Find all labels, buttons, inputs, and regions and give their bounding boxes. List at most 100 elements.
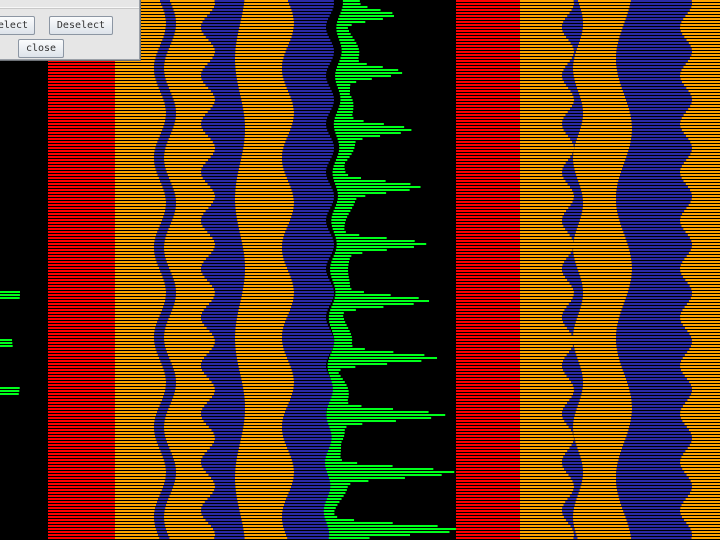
close-button[interactable]: close <box>18 39 64 58</box>
orange-stripe <box>520 222 563 224</box>
blue-stripe <box>293 300 333 302</box>
blue-stripe <box>293 375 330 377</box>
blue-stripe <box>624 21 682 23</box>
red-stripe <box>456 18 520 20</box>
orange-stripe <box>240 516 283 518</box>
deselect-button[interactable]: Deselect <box>49 16 113 35</box>
red-stripe <box>456 156 520 158</box>
orange-stripe <box>582 27 623 29</box>
orange-stripe <box>579 273 632 275</box>
red-stripe <box>456 81 520 83</box>
orange-stripe <box>573 513 625 515</box>
blue-stripe <box>293 108 332 110</box>
blue-stripe <box>205 162 241 164</box>
blue-stripe <box>285 264 327 266</box>
blue-stripe <box>209 378 242 380</box>
orange-stripe <box>682 213 720 215</box>
orange-stripe <box>573 519 627 521</box>
blue-stripe <box>631 411 681 413</box>
orange-stripe <box>573 60 617 62</box>
orange-stripe <box>175 114 206 116</box>
red-stripe <box>456 123 520 125</box>
blue-stripe <box>202 456 238 458</box>
blue-stripe <box>165 474 176 476</box>
blue-stripe <box>566 36 581 38</box>
select-button[interactable]: elect <box>0 16 35 35</box>
blue-stripe <box>569 60 574 62</box>
orange-stripe <box>520 483 574 485</box>
orange-stripe <box>165 438 215 440</box>
red-stripe <box>48 99 115 101</box>
blue-stripe <box>283 348 333 350</box>
blue-stripe <box>293 18 329 20</box>
orange-stripe <box>164 66 205 68</box>
orange-stripe <box>573 336 617 338</box>
green-stripe <box>331 438 344 440</box>
orange-stripe <box>520 45 573 47</box>
green-stripe <box>333 336 352 338</box>
orange-stripe <box>573 507 623 509</box>
red-stripe <box>456 498 520 500</box>
orange-stripe <box>164 336 214 338</box>
orange-stripe <box>235 351 285 353</box>
green-stripe <box>328 528 462 530</box>
green-stripe <box>332 279 350 281</box>
red-stripe <box>456 438 520 440</box>
blue-stripe <box>287 495 332 497</box>
orange-stripe <box>520 63 568 65</box>
blue-stripe <box>630 141 691 143</box>
orange-stripe <box>680 513 720 515</box>
orange-stripe <box>244 279 292 281</box>
orange-stripe <box>682 420 720 422</box>
orange-stripe <box>115 522 155 524</box>
blue-stripe <box>164 303 175 305</box>
orange-stripe <box>520 9 572 11</box>
orange-stripe <box>690 297 720 299</box>
orange-stripe <box>236 78 284 80</box>
blue-stripe <box>620 312 681 314</box>
blue-stripe <box>562 315 578 317</box>
orange-stripe <box>582 108 630 110</box>
orange-stripe <box>520 492 572 494</box>
orange-stripe <box>520 168 563 170</box>
orange-stripe <box>683 276 720 278</box>
orange-stripe <box>164 72 202 74</box>
blue-stripe <box>631 414 681 416</box>
blue-stripe <box>631 117 682 119</box>
orange-stripe <box>115 225 160 227</box>
blue-stripe <box>623 510 681 512</box>
blue-stripe <box>201 72 236 74</box>
orange-stripe <box>520 474 569 476</box>
blue-stripe <box>282 330 331 332</box>
red-stripe <box>456 417 520 419</box>
blue-stripe <box>286 228 329 230</box>
red-stripe <box>456 261 520 263</box>
green-stripe <box>332 213 349 215</box>
orange-stripe <box>691 336 720 338</box>
orange-stripe <box>691 438 720 440</box>
green-stripe <box>336 30 350 32</box>
red-stripe <box>456 513 520 515</box>
green-stripe <box>331 435 345 437</box>
blue-stripe <box>211 348 236 350</box>
orange-stripe <box>242 246 283 248</box>
blue-stripe <box>293 114 329 116</box>
blue-stripe <box>213 336 236 338</box>
blue-stripe <box>617 489 692 491</box>
blue-stripe <box>288 450 330 452</box>
blue-stripe <box>573 393 582 395</box>
blue-stripe <box>563 129 580 131</box>
orange-stripe <box>235 204 294 206</box>
red-stripe <box>456 303 520 305</box>
blue-stripe <box>209 351 236 353</box>
orange-stripe <box>688 108 720 110</box>
orange-stripe <box>684 306 720 308</box>
orange-stripe <box>115 183 162 185</box>
orange-stripe <box>243 108 294 110</box>
orange-stripe <box>164 432 214 434</box>
orange-stripe <box>683 501 720 503</box>
orange-stripe <box>115 414 157 416</box>
blue-stripe <box>630 255 687 257</box>
blue-stripe <box>212 444 240 446</box>
